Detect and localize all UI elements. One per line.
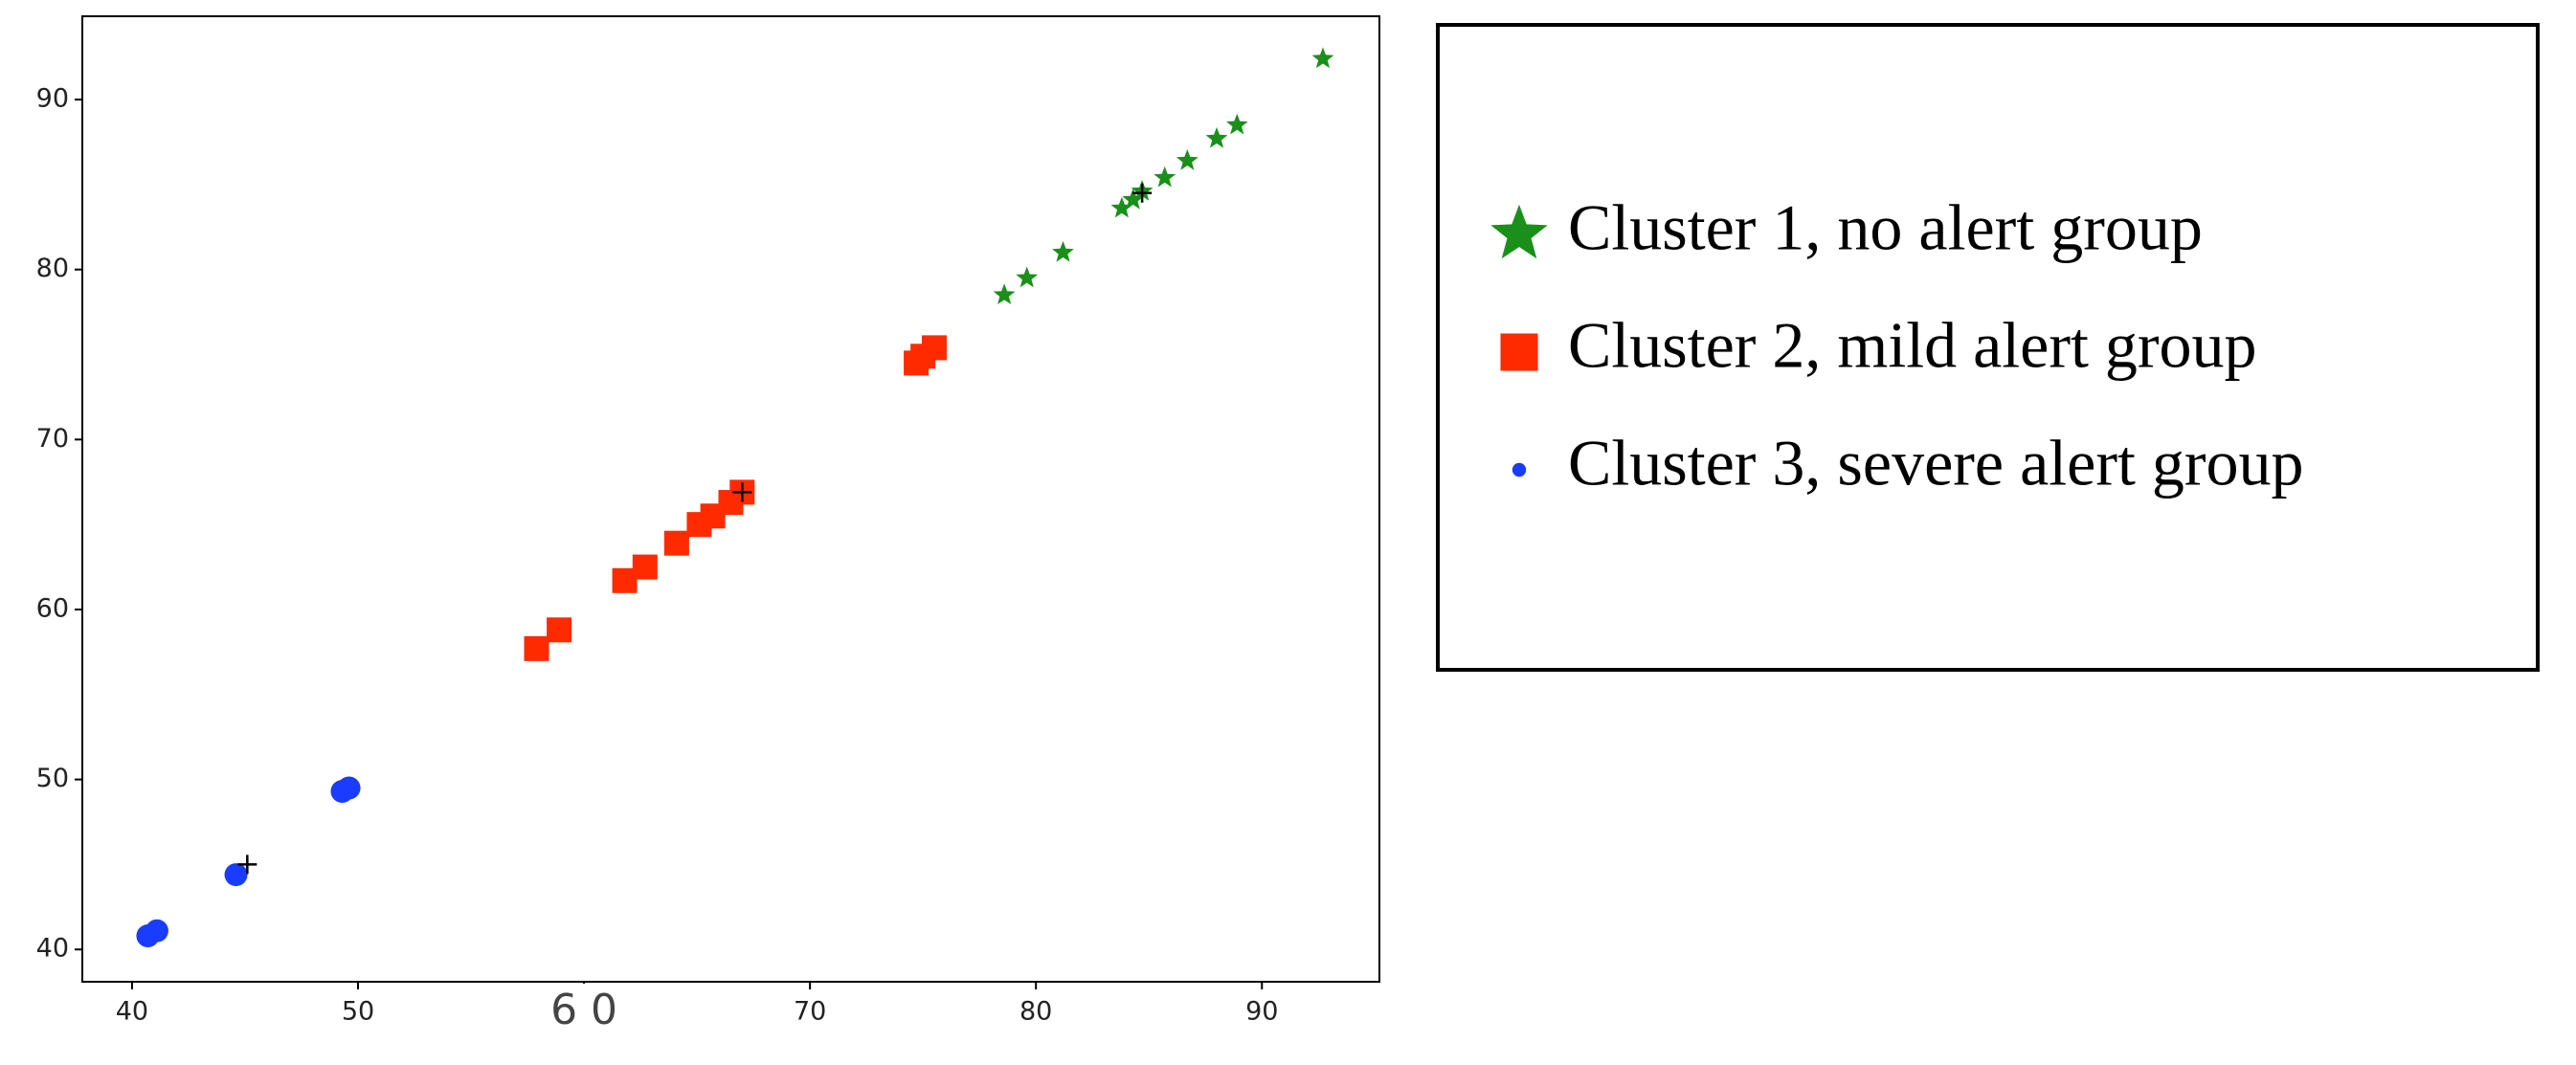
legend-label: Cluster 2, mild alert group bbox=[1568, 309, 2257, 382]
legend-label: Cluster 1, no alert group bbox=[1568, 191, 2203, 264]
point bbox=[1052, 240, 1074, 262]
point bbox=[1110, 196, 1133, 218]
x-tick-label: 80 bbox=[1019, 997, 1052, 1027]
legend-label: Cluster 3, severe alert group bbox=[1568, 427, 2304, 499]
legend-box bbox=[1436, 23, 2540, 672]
legend-marker bbox=[1490, 204, 1548, 259]
point bbox=[1122, 188, 1145, 210]
x-tick-label: 40 bbox=[116, 997, 148, 1027]
point bbox=[1016, 266, 1039, 288]
point bbox=[1132, 183, 1153, 203]
x-tick-label: 6 0 bbox=[550, 986, 617, 1034]
y-tick-label: 80 bbox=[36, 254, 69, 283]
y-tick-label: 40 bbox=[36, 934, 69, 964]
point bbox=[145, 919, 168, 943]
x-tick-label: 70 bbox=[794, 997, 826, 1027]
x-tick-label: 50 bbox=[342, 997, 374, 1027]
point bbox=[921, 335, 947, 361]
y-tick-label: 50 bbox=[36, 764, 69, 793]
point bbox=[237, 854, 258, 875]
y-tick-label: 60 bbox=[36, 593, 69, 623]
legend-marker bbox=[1500, 333, 1538, 371]
point bbox=[337, 776, 361, 800]
y-tick-label: 90 bbox=[36, 84, 69, 114]
point bbox=[1225, 113, 1248, 135]
point bbox=[993, 283, 1016, 304]
point bbox=[1205, 126, 1228, 148]
point bbox=[732, 482, 752, 502]
point bbox=[547, 617, 572, 643]
point bbox=[224, 863, 248, 887]
plot-frame bbox=[81, 15, 1380, 983]
x-tick-label: 90 bbox=[1245, 997, 1278, 1027]
y-tick-label: 70 bbox=[36, 424, 69, 454]
label-patch bbox=[536, 984, 753, 1051]
point bbox=[1154, 166, 1176, 188]
point bbox=[524, 635, 549, 661]
point bbox=[1176, 149, 1198, 170]
point bbox=[663, 530, 689, 556]
point bbox=[1311, 47, 1334, 69]
point bbox=[632, 554, 658, 580]
legend-marker bbox=[1512, 462, 1527, 477]
